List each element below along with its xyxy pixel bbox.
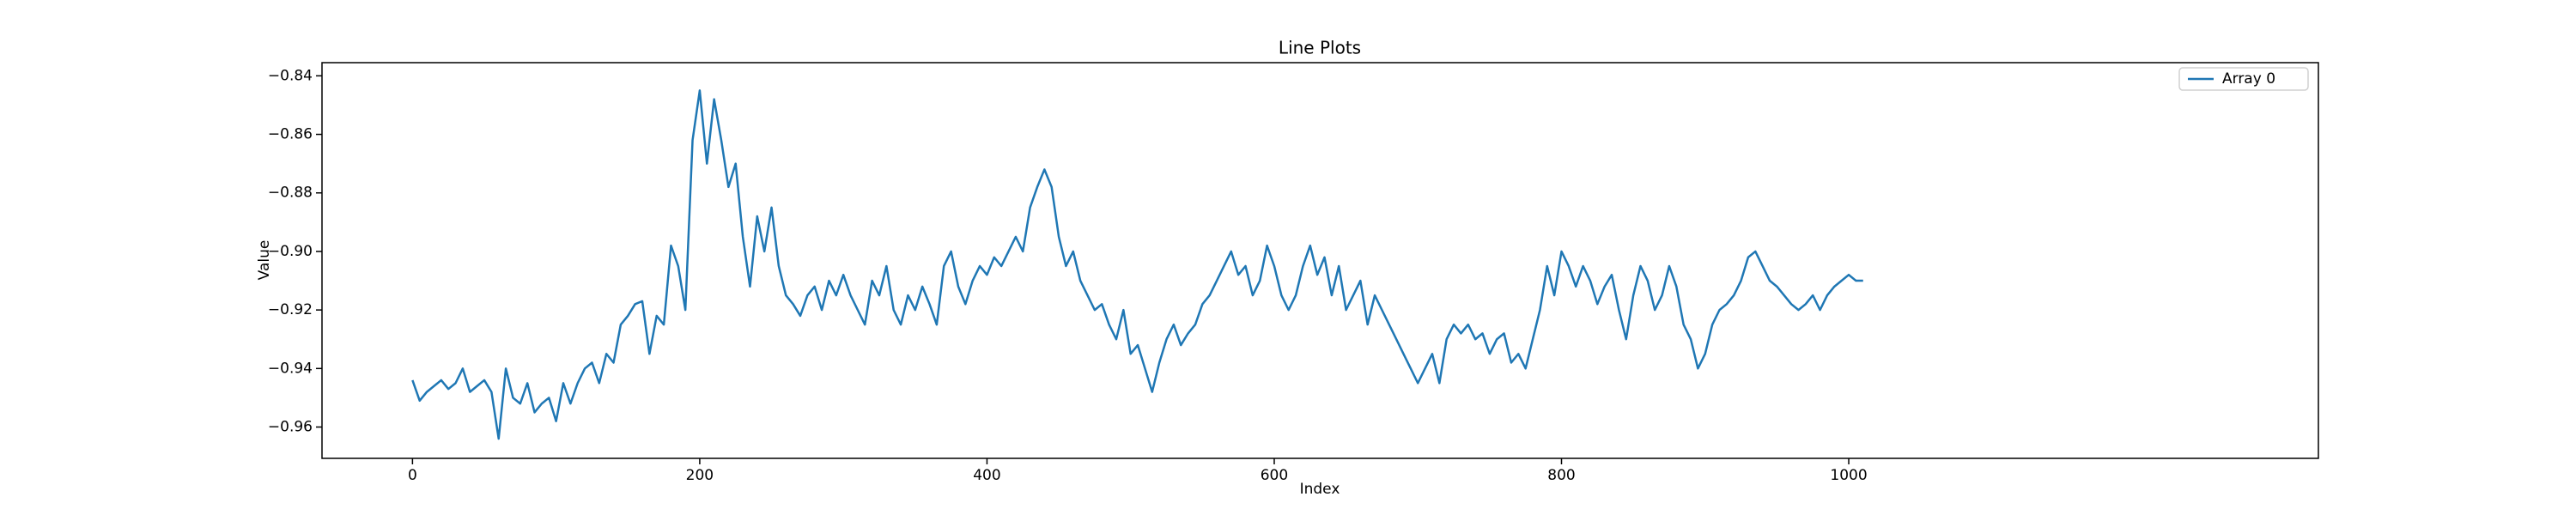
y-tick-label: −0.96 xyxy=(268,419,313,436)
y-tick-label: −0.90 xyxy=(268,243,313,260)
y-tick-label: −0.92 xyxy=(268,301,313,318)
y-tick-label: −0.88 xyxy=(268,185,313,202)
y-tick-label: −0.86 xyxy=(268,126,313,143)
x-tick-label: 200 xyxy=(686,467,714,484)
x-axis-label: Index xyxy=(1300,481,1340,498)
y-tick-label: −0.84 xyxy=(268,67,313,84)
legend-box xyxy=(2178,67,2309,91)
x-tick-label: 600 xyxy=(1261,467,1288,484)
x-tick-label: 400 xyxy=(973,467,1000,484)
y-axis-label: Value xyxy=(256,240,273,281)
x-tick-label: 0 xyxy=(408,467,417,484)
chart-title: Line Plots xyxy=(1279,38,1361,58)
legend-label: Array 0 xyxy=(2222,70,2275,88)
y-tick-label: −0.94 xyxy=(268,360,313,377)
line-series xyxy=(411,89,1863,440)
x-tick-label: 800 xyxy=(1547,467,1575,484)
x-tick-label: 1000 xyxy=(1830,467,1867,484)
axes-frame xyxy=(321,62,2319,459)
